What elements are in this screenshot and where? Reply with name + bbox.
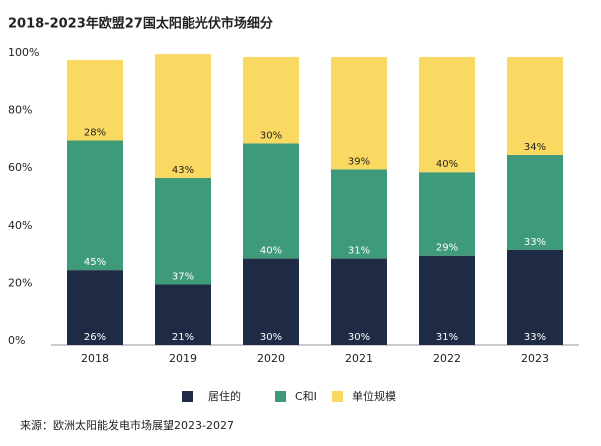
bar-segment xyxy=(67,59,123,141)
bar-segment xyxy=(331,57,387,170)
value-label: 30% xyxy=(348,332,370,343)
value-label: 28% xyxy=(84,128,106,139)
x-tick-label: 2021 xyxy=(345,352,373,365)
value-label: 30% xyxy=(260,130,282,141)
value-label: 40% xyxy=(260,246,282,257)
source: 来源：欧洲太阳能发电市场展望2023-2027 xyxy=(20,418,234,432)
bar-segment xyxy=(155,54,211,178)
value-label: 34% xyxy=(524,142,546,153)
bar-segment xyxy=(243,57,299,144)
bar-segment xyxy=(243,143,299,259)
x-tick-label: 2022 xyxy=(433,352,461,365)
bar-segment xyxy=(331,258,387,345)
x-tick-label: 2018 xyxy=(81,352,109,365)
legend-label: 单位规模 xyxy=(352,389,396,403)
value-label: 26% xyxy=(84,332,106,343)
bar-segment xyxy=(507,154,563,250)
bar-segment xyxy=(155,177,211,285)
bar-segment xyxy=(331,169,387,259)
legend-label: C和I xyxy=(295,390,317,403)
y-tick-label: 20% xyxy=(8,276,32,289)
value-label: 37% xyxy=(172,272,194,283)
value-label: 33% xyxy=(524,237,546,248)
value-label: 45% xyxy=(84,257,106,268)
legend-swatch xyxy=(275,391,286,402)
bar-segment xyxy=(419,172,475,256)
bar-segment xyxy=(419,255,475,345)
bar-segment xyxy=(507,57,563,155)
value-label: 43% xyxy=(172,165,194,176)
x-tick-label: 2019 xyxy=(169,352,197,365)
bar-segment xyxy=(419,57,475,173)
y-tick-label: 100% xyxy=(8,46,39,59)
x-tick-label: 2023 xyxy=(521,352,549,365)
bar-segment xyxy=(243,258,299,345)
legend-label: 居住的 xyxy=(208,389,241,403)
y-tick-label: 80% xyxy=(8,104,32,117)
value-label: 39% xyxy=(348,156,370,167)
legend-swatch xyxy=(332,391,343,402)
bar-segment xyxy=(67,140,123,271)
value-label: 30% xyxy=(260,332,282,343)
value-label: 31% xyxy=(436,332,458,343)
bar-segment xyxy=(507,249,563,345)
value-label: 40% xyxy=(436,159,458,170)
bar-segment xyxy=(155,284,211,345)
value-label: 33% xyxy=(524,332,546,343)
legend-swatch xyxy=(182,391,193,402)
bar-segment xyxy=(67,270,123,345)
y-tick-label: 0% xyxy=(8,334,25,347)
value-label: 29% xyxy=(436,243,458,254)
x-tick-label: 2020 xyxy=(257,352,285,365)
value-label: 21% xyxy=(172,332,194,343)
y-tick-label: 40% xyxy=(8,219,32,232)
chart-title: 2018-2023年欧盟27国太阳能光伏市场细分 xyxy=(8,16,273,32)
value-label: 31% xyxy=(348,246,370,257)
y-tick-label: 60% xyxy=(8,161,32,174)
